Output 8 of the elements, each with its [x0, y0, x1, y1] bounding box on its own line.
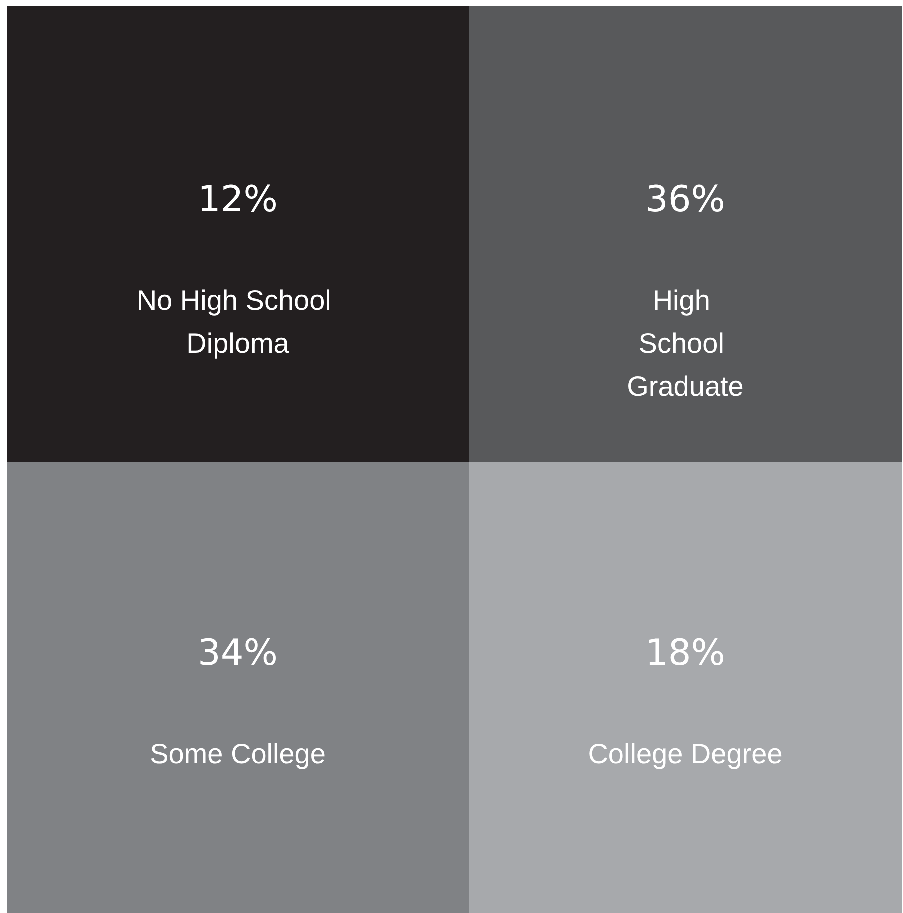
category-label: College Degree	[588, 738, 783, 770]
data-label: 18%	[645, 633, 726, 674]
data-label: 12%	[198, 180, 278, 220]
category-label: High School Graduate	[627, 285, 744, 402]
category-label: Some College	[150, 738, 326, 770]
category-label: No High School Diploma	[136, 285, 340, 359]
data-label: 36%	[645, 180, 726, 220]
data-label: 34%	[198, 633, 278, 674]
